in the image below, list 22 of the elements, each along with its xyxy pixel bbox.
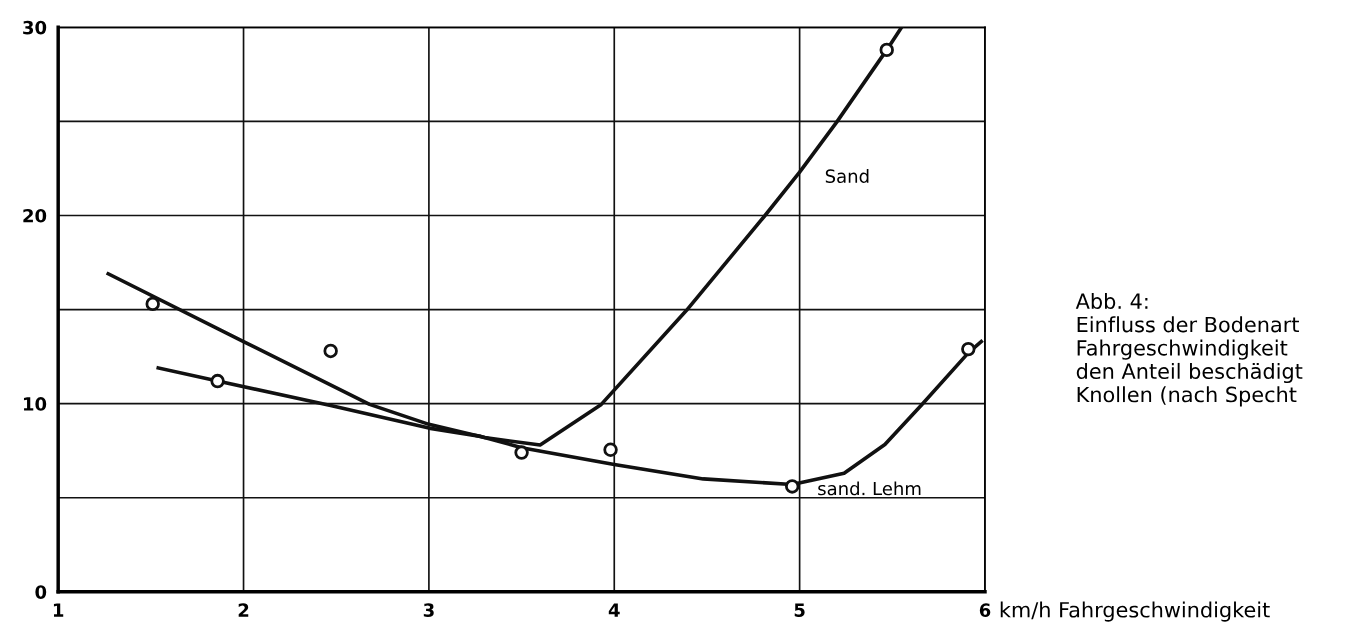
point — [785, 479, 800, 494]
series-label: Sand — [825, 169, 869, 183]
x-tick-label: 3 — [423, 603, 434, 617]
point — [210, 373, 225, 389]
point — [145, 296, 160, 312]
x-axis-title: km/h Fahrgeschwindigkeit — [1000, 601, 1270, 622]
x-tick-label: 4 — [608, 603, 620, 617]
x-tick-label: 6 — [979, 603, 991, 617]
point — [323, 343, 338, 359]
y-tick-label: 10 — [23, 397, 47, 411]
point — [961, 341, 976, 357]
y-tick-label: 20 — [23, 208, 47, 223]
caption: Abb. 4: Einfluss der Bodenart Fahrgeschwindigkeit den Anteil beschädigt Knollen (nach Specht — [1075, 292, 1303, 407]
point — [514, 445, 529, 460]
x-tick-label: 1 — [53, 603, 64, 617]
y-tick-label: 30 — [23, 20, 47, 35]
point — [603, 442, 618, 457]
x-tick-label: 5 — [794, 603, 805, 617]
series-label: sand. Lehm — [818, 481, 921, 496]
x-tick-label: 2 — [238, 603, 249, 617]
point — [879, 42, 894, 58]
y-tick-label: 0 — [35, 585, 47, 599]
